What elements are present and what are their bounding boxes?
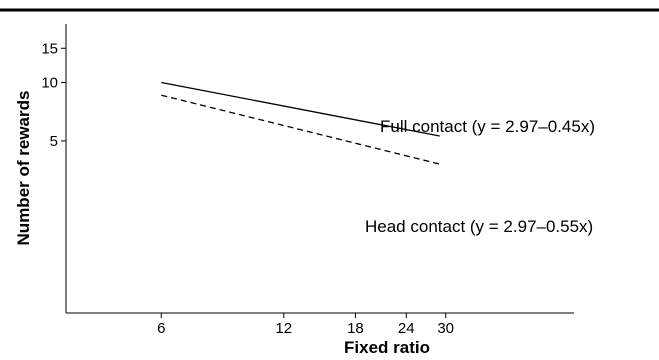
y-tick-label-15: 15: [41, 40, 58, 57]
x-tick-label-30: 30: [437, 320, 454, 337]
axes: [65, 24, 574, 314]
x-axis-title: Fixed ratio: [344, 338, 430, 357]
y-tick-label-5: 5: [50, 133, 58, 150]
x-tick-label-12: 12: [275, 320, 292, 337]
y-axis-title: Number of rewards: [14, 91, 33, 246]
series-label-full-contact: Full contact (y = 2.97–0.45x): [380, 117, 595, 136]
y-tick-label-10: 10: [41, 74, 58, 91]
series-lines: [161, 81, 440, 165]
x-tick-label-6: 6: [157, 320, 165, 337]
x-tick-label-18: 18: [347, 320, 364, 337]
series-label-head-contact: Head contact (y = 2.97–0.55x): [365, 217, 593, 236]
y-ticks: 5 10 15: [41, 40, 66, 150]
x-ticks: 6 12 18 24 30: [157, 313, 454, 337]
series-line-full-contact: [161, 81, 440, 137]
x-tick-label-24: 24: [398, 320, 415, 337]
series-line-head-contact: [161, 94, 440, 165]
